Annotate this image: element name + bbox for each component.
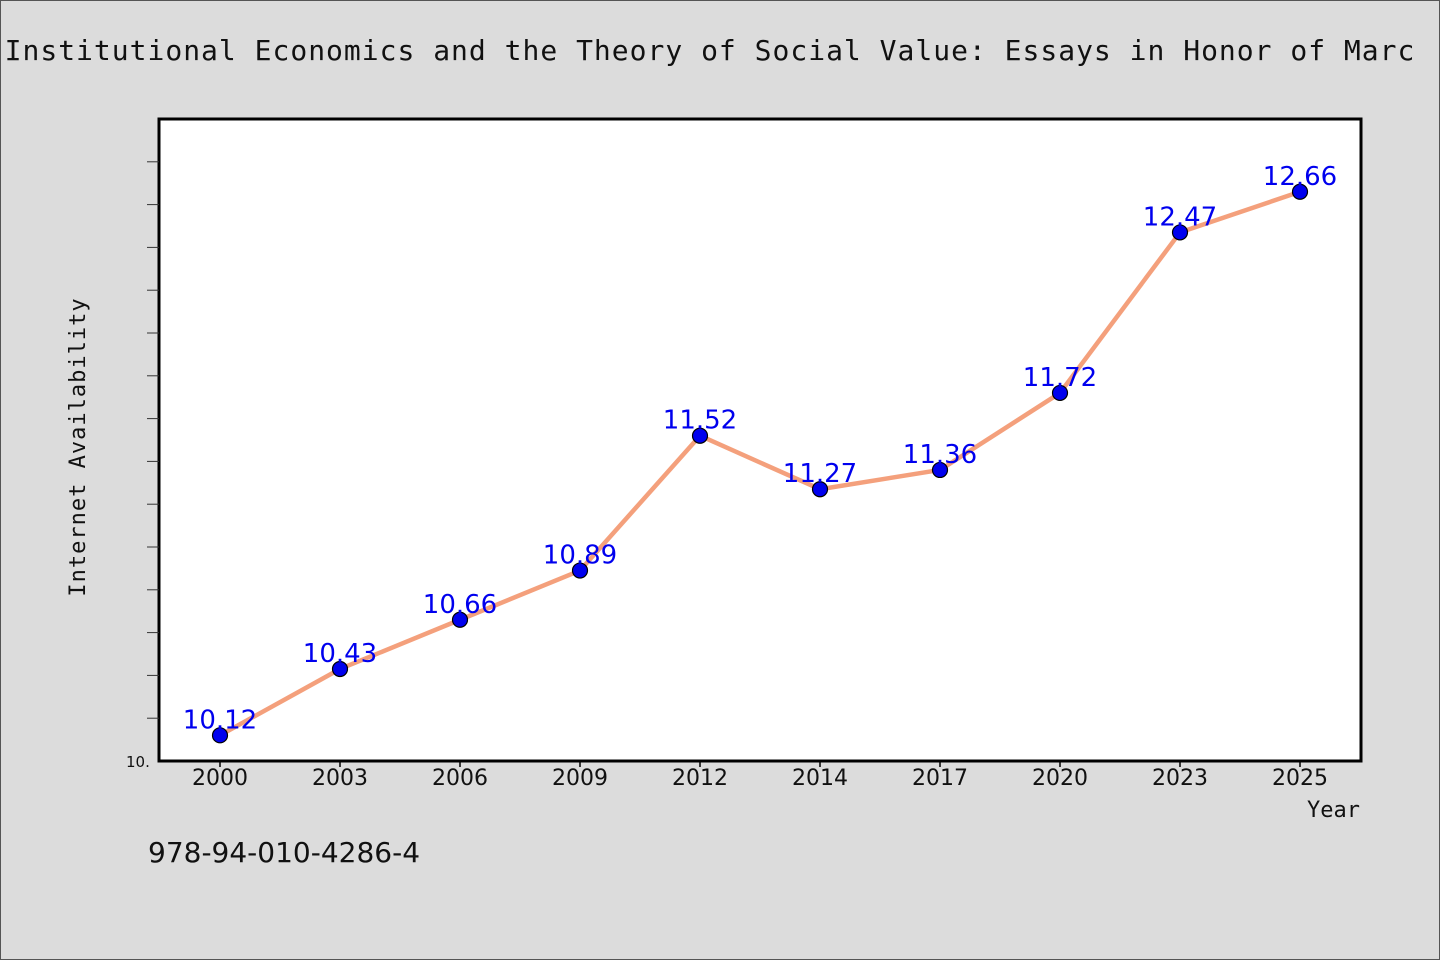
x-tick-label: 2012 (672, 766, 728, 791)
data-point (571, 562, 589, 579)
x-tick-label: 2009 (552, 766, 608, 791)
data-point (331, 660, 349, 678)
x-tick-label: 2023 (1152, 766, 1208, 791)
data-point (1291, 183, 1309, 200)
data-label: 10.66 (423, 590, 497, 620)
data-label: 12.66 (1263, 162, 1337, 192)
x-tick-label: 2006 (432, 766, 488, 791)
footer-isbn: 978-94-010-4286-4 (148, 836, 421, 869)
x-tick-label: 2000 (192, 766, 248, 791)
data-label: 11.27 (783, 459, 857, 489)
plot-area (157, 117, 1363, 763)
x-tick-label: 2020 (1032, 766, 1088, 791)
chart-title: Institutional Economics and the Theory o… (4, 34, 1416, 67)
x-axis-label: Year (1307, 798, 1360, 823)
data-point (451, 611, 469, 628)
series-markers (211, 183, 1309, 744)
data-point (1171, 224, 1189, 241)
data-label: 10.43 (303, 639, 377, 669)
y-axis-minor-ticks (147, 161, 159, 719)
x-tick-label: 2014 (792, 766, 848, 791)
data-point (211, 727, 229, 744)
data-label: 11.52 (663, 406, 737, 436)
data-label: 11.72 (1023, 363, 1097, 393)
data-point (811, 481, 829, 498)
y-axis-label: Internet Availability (66, 297, 91, 596)
x-tick-label: 2003 (312, 766, 368, 791)
data-label: 10.89 (543, 541, 617, 571)
data-point (931, 461, 949, 479)
data-label: 10.12 (183, 705, 257, 735)
data-point (1051, 384, 1069, 402)
data-labels: 10.12 10.43 10.66 10.89 11.52 11.27 11.36 11.72… (183, 162, 1337, 736)
x-tick-label: 2025 (1272, 766, 1328, 791)
data-label: 12.47 (1143, 202, 1217, 232)
series-line (218, 189, 1301, 738)
y-tick-label: 10. (126, 753, 150, 771)
data-point (691, 427, 709, 444)
data-label: 11.36 (903, 440, 977, 470)
x-axis-ticks: 2000 2003 2006 2009 2012 2014 2017 2020 2023 2025 (192, 761, 1328, 791)
x-tick-label: 2017 (912, 766, 968, 791)
